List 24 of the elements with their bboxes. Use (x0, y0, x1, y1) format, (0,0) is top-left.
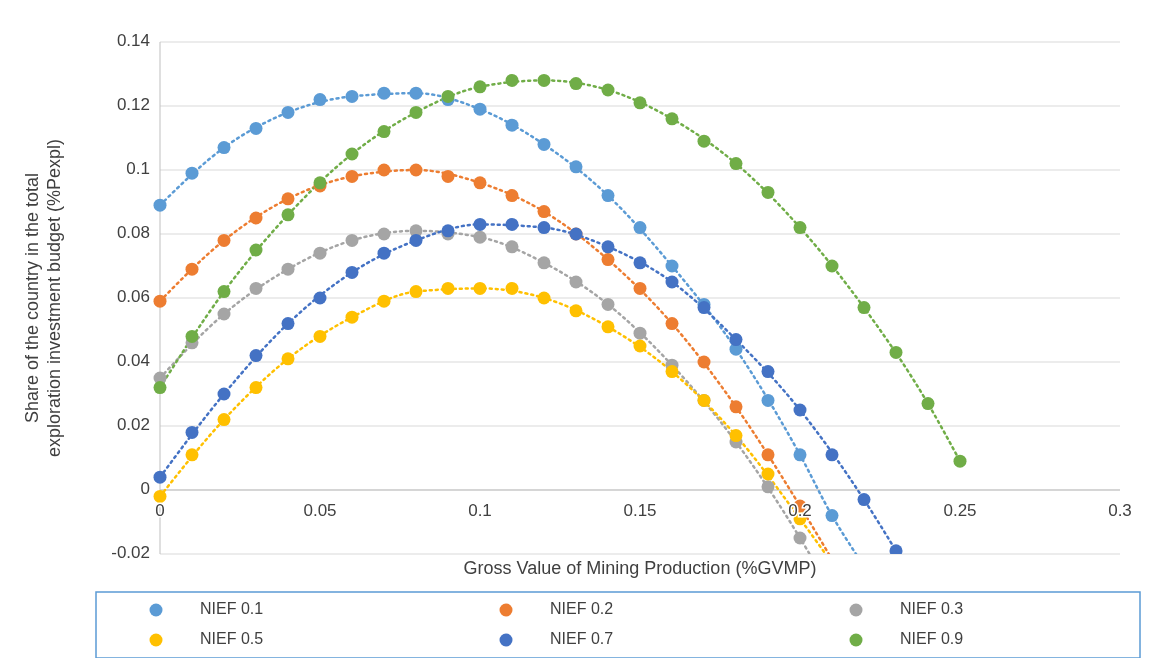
legend-label: NIEF 0.5 (200, 630, 264, 648)
x-tick-label: 0.1 (468, 501, 492, 520)
x-tick-label: 0.15 (623, 501, 657, 520)
y-tick-label: 0.12 (116, 95, 150, 115)
y-tick-label: -0.02 (111, 543, 150, 563)
x-axis-title: Gross Value of Mining Production (%GVMP) (463, 558, 817, 578)
legend-label: NIEF 0.2 (550, 600, 614, 618)
y-tick-label: 0.06 (116, 287, 150, 307)
y-tick-label: 0.02 (116, 415, 150, 435)
y-tick-label: 0.14 (116, 31, 150, 51)
legend-label: NIEF 0.1 (200, 600, 264, 618)
y-tick-label: 0 (140, 479, 150, 499)
x-tick-label: 0.05 (303, 501, 337, 520)
x-tick-label: 0.3 (1108, 501, 1132, 520)
y-tick-label: 0.08 (116, 223, 150, 243)
x-tick-label: 0.25 (943, 501, 977, 520)
legend-label: NIEF 0.3 (900, 600, 964, 618)
y-tick-label: 0.04 (116, 351, 150, 371)
x-tick-label: 0.2 (788, 501, 812, 520)
x-tick-label: 0 (155, 501, 165, 520)
legend-label: NIEF 0.7 (550, 630, 614, 648)
y-axis-title: Share of the country in the total exploration investment budget (%Pexpl) (22, 138, 64, 458)
y-tick-label: 0.1 (126, 159, 150, 179)
legend-label: NIEF 0.9 (900, 630, 964, 648)
